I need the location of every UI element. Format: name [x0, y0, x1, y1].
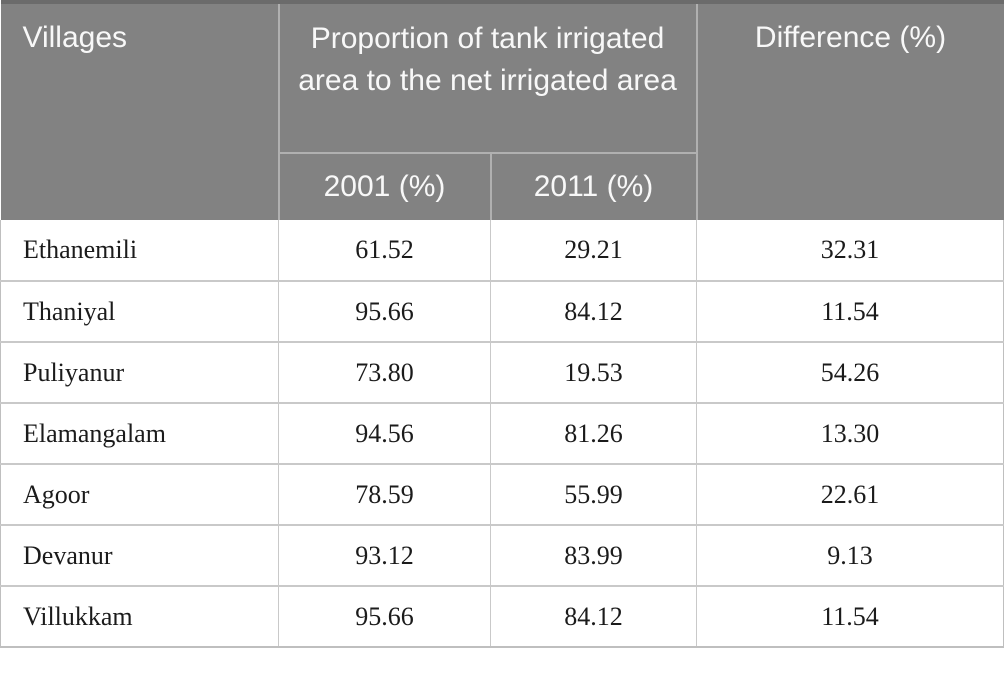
value-2011: 19.53	[490, 341, 697, 403]
header-group-row: Villages Proportion of tank irrigated ar…	[0, 2, 1004, 220]
value-difference: 11.54	[696, 585, 1004, 648]
village-name: Villukkam	[0, 585, 279, 648]
header-2011: 2011 (%)	[490, 153, 697, 220]
table-row: Elamangalam 94.56 81.26 13.30	[0, 402, 1004, 464]
value-2011: 84.12	[490, 585, 697, 648]
value-2011: 55.99	[490, 463, 697, 525]
value-2001: 94.56	[278, 402, 491, 464]
table-row: Ethanemili 61.52 29.21 32.31	[0, 220, 1004, 281]
header-villages: Villages	[0, 2, 280, 220]
value-2001: 93.12	[278, 524, 491, 586]
table-row: Thaniyal 95.66 84.12 11.54	[0, 280, 1004, 342]
header-proportion-group: Proportion of tank irrigated area to the…	[278, 2, 697, 154]
table-row: Villukkam 95.66 84.12 11.54	[0, 585, 1004, 648]
value-2011: 81.26	[490, 402, 697, 464]
village-name: Devanur	[0, 524, 279, 586]
header-difference: Difference (%)	[695, 2, 1004, 220]
table-row: Agoor 78.59 55.99 22.61	[0, 463, 1004, 525]
table-row: Devanur 93.12 83.99 9.13	[0, 524, 1004, 586]
value-2011: 29.21	[490, 220, 697, 281]
value-2011: 83.99	[490, 524, 697, 586]
table-header: Villages Proportion of tank irrigated ar…	[0, 2, 1004, 220]
value-2001: 95.66	[278, 585, 491, 648]
irrigation-table: Villages Proportion of tank irrigated ar…	[0, 0, 1004, 648]
table-row: Puliyanur 73.80 19.53 54.26	[0, 341, 1004, 403]
table-body: Ethanemili 61.52 29.21 32.31 Thaniyal 95…	[0, 220, 1004, 648]
value-difference: 9.13	[696, 524, 1004, 586]
header-sub-row: 2001 (%) 2011 (%)	[1, 153, 1004, 220]
value-2001: 61.52	[278, 220, 491, 281]
value-2001: 78.59	[278, 463, 491, 525]
village-name: Ethanemili	[0, 220, 279, 281]
village-name: Agoor	[0, 463, 279, 525]
village-name: Puliyanur	[0, 341, 279, 403]
village-name: Thaniyal	[0, 280, 279, 342]
value-difference: 22.61	[696, 463, 1004, 525]
value-difference: 54.26	[696, 341, 1004, 403]
value-2001: 95.66	[278, 280, 491, 342]
value-2001: 73.80	[278, 341, 491, 403]
village-name: Elamangalam	[0, 402, 279, 464]
value-difference: 13.30	[696, 402, 1004, 464]
value-difference: 11.54	[696, 280, 1004, 342]
header-2001: 2001 (%)	[278, 153, 492, 220]
value-difference: 32.31	[696, 220, 1004, 281]
value-2011: 84.12	[490, 280, 697, 342]
